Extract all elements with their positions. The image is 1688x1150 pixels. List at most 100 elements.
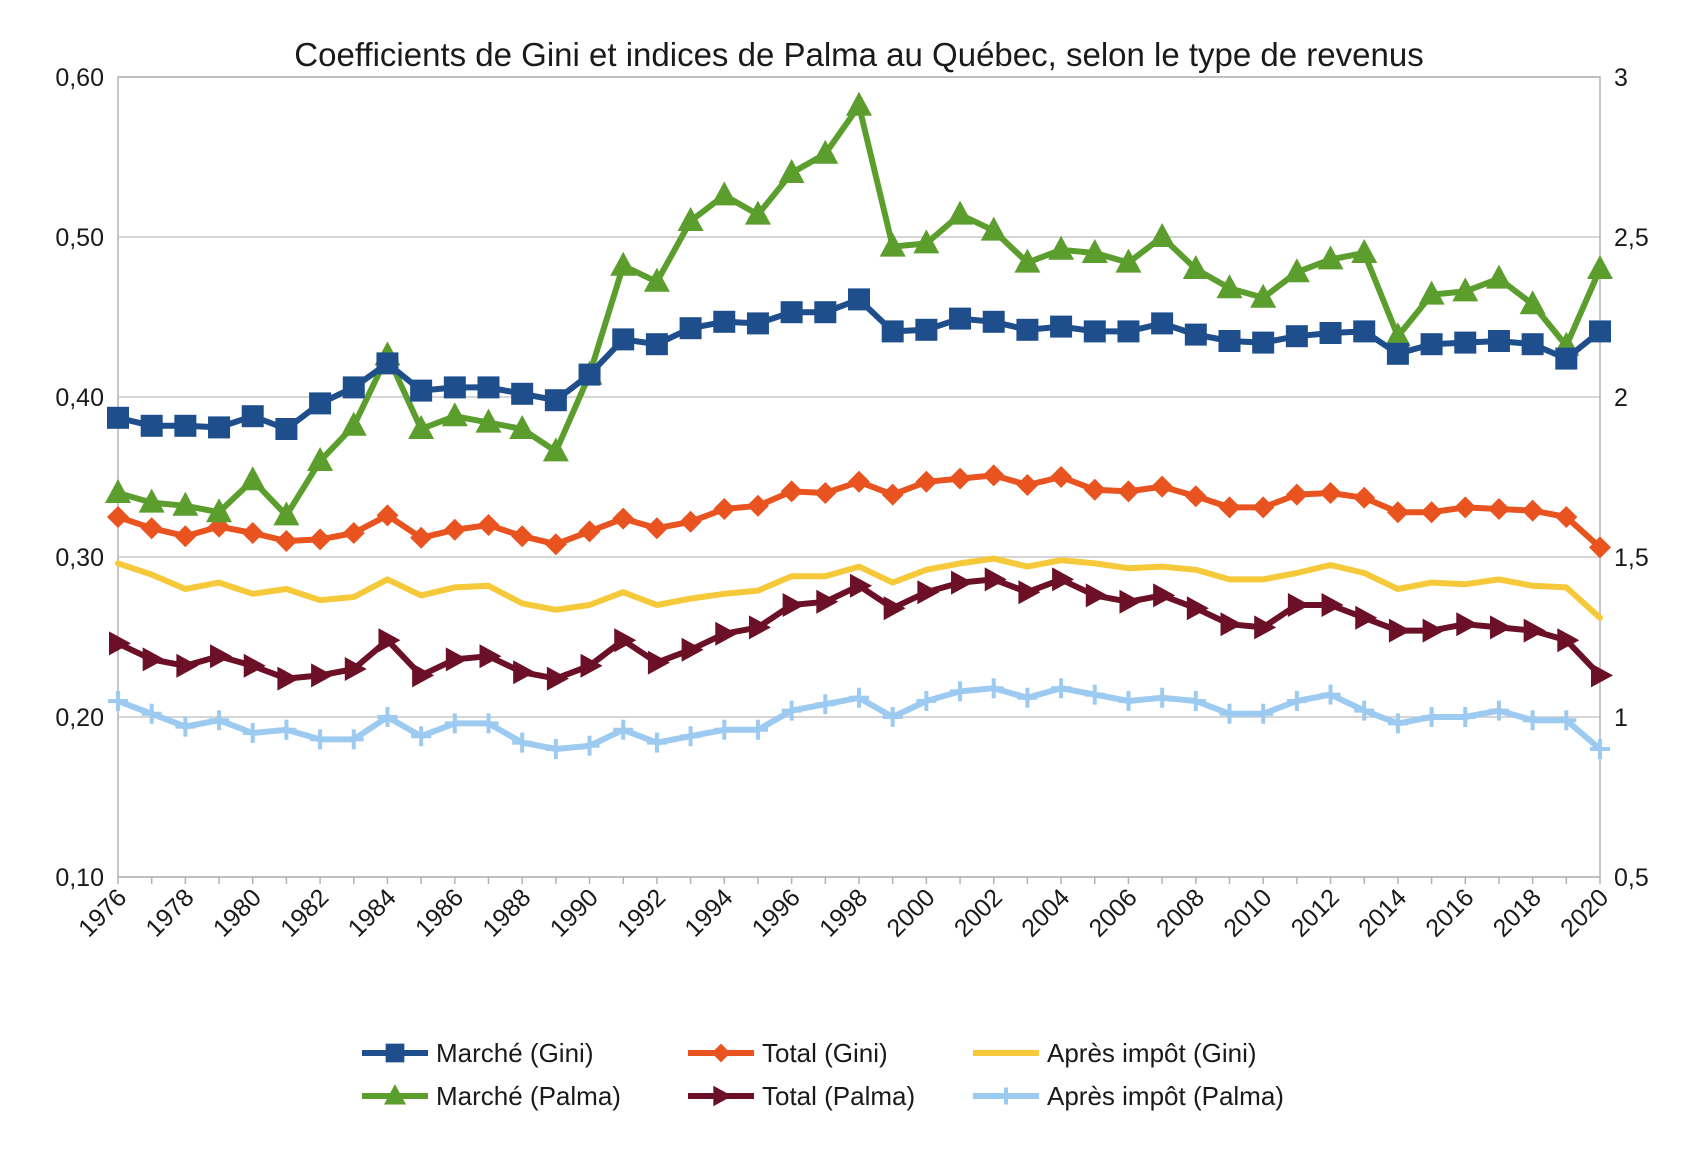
x-tick-label: 2006 <box>1084 883 1143 942</box>
data-point <box>206 498 233 523</box>
data-point <box>1587 255 1613 279</box>
data-point <box>1321 593 1344 617</box>
x-tick-label: 2008 <box>1151 883 1210 942</box>
data-point <box>1591 663 1613 688</box>
y-right-tick-label: 2,5 <box>1614 224 1649 252</box>
data-point <box>780 480 803 503</box>
data-point <box>408 415 435 439</box>
series-2 <box>115 555 1603 621</box>
data-point <box>1555 506 1578 528</box>
data-point <box>478 713 499 734</box>
x-tick-label: 1980 <box>208 883 267 942</box>
y-left-tick-label: 0,20 <box>55 704 104 732</box>
data-point <box>1048 235 1075 260</box>
data-point <box>881 483 904 506</box>
data-point <box>1083 478 1106 501</box>
data-point <box>239 466 266 491</box>
data-point <box>782 593 805 617</box>
data-point <box>208 416 231 439</box>
y-right-tick-label: 1,5 <box>1614 544 1649 572</box>
data-point <box>1589 536 1611 559</box>
data-point <box>980 216 1007 241</box>
data-point <box>210 644 233 669</box>
data-point <box>1184 485 1207 508</box>
data-point <box>1319 322 1342 344</box>
data-point <box>512 732 533 753</box>
data-point <box>410 526 433 549</box>
data-point <box>814 301 837 324</box>
data-point <box>949 307 972 330</box>
data-point <box>1523 618 1546 643</box>
data-point <box>1285 325 1308 348</box>
data-point <box>546 666 569 691</box>
data-point <box>242 723 263 743</box>
x-tick-label: 2014 <box>1353 883 1412 942</box>
data-point <box>610 251 637 276</box>
y-left-tick-label: 0,60 <box>55 64 104 92</box>
data-point <box>1519 290 1546 315</box>
data-point <box>513 660 536 685</box>
data-point <box>309 528 332 551</box>
data-point <box>1422 618 1445 643</box>
data-point <box>1218 330 1241 352</box>
data-point <box>545 739 566 759</box>
y-right-tick-label: 2 <box>1614 384 1628 412</box>
data-point <box>1250 283 1277 308</box>
data-point <box>142 647 165 672</box>
data-point <box>385 1043 405 1063</box>
data-point <box>713 1085 733 1107</box>
x-tick-label: 2020 <box>1555 883 1614 942</box>
data-point <box>107 506 129 528</box>
data-point <box>1117 480 1140 503</box>
data-point <box>915 318 938 341</box>
legend-label: Après impôt (Palma) <box>1047 1081 1284 1111</box>
data-point <box>307 447 334 471</box>
data-point <box>1253 703 1274 724</box>
data-point <box>445 647 468 672</box>
data-point <box>243 653 266 678</box>
x-axis-ticks: 1976 1978 1980 1982 1984 1986 1988 1990 1992 1994… <box>73 877 1614 943</box>
data-point <box>1589 320 1611 343</box>
data-point <box>643 267 670 292</box>
data-point <box>1287 593 1310 617</box>
series-line <box>115 576 1603 682</box>
data-point <box>138 488 165 513</box>
data-point <box>1149 223 1176 247</box>
data-point <box>744 200 771 225</box>
data-point <box>881 320 904 343</box>
data-point <box>746 494 769 517</box>
data-point <box>915 470 938 493</box>
data-point <box>1050 315 1073 338</box>
data-point <box>1252 331 1275 354</box>
data-point <box>174 525 197 548</box>
data-point <box>950 681 971 702</box>
data-point <box>1085 583 1108 608</box>
legend-label: Après impôt (Gini) <box>1047 1038 1257 1068</box>
data-point <box>105 479 131 503</box>
y-left-tick-label: 0,40 <box>55 384 104 412</box>
data-point <box>544 533 567 556</box>
data-point <box>411 726 432 747</box>
data-point <box>1117 320 1140 343</box>
data-point <box>983 678 1004 699</box>
data-point <box>1317 245 1344 270</box>
data-point <box>715 621 738 646</box>
data-point <box>580 653 603 678</box>
data-point <box>172 491 199 516</box>
data-point <box>412 663 435 688</box>
data-point <box>1115 248 1142 273</box>
data-point <box>377 707 398 727</box>
data-point <box>1084 684 1105 705</box>
data-point <box>997 1087 1015 1105</box>
left-axis-ticks: 0,10 0,20 0,30 0,40 0,50 0,60 <box>55 64 104 892</box>
data-point <box>848 288 870 311</box>
data-point <box>1216 274 1243 299</box>
x-tick-label: 1984 <box>343 883 402 942</box>
data-point <box>1452 277 1479 302</box>
data-point <box>1487 498 1510 520</box>
series-layer <box>105 91 1613 759</box>
data-point <box>778 159 805 183</box>
data-point <box>342 376 365 399</box>
data-point <box>511 525 534 548</box>
data-point <box>1489 615 1512 640</box>
